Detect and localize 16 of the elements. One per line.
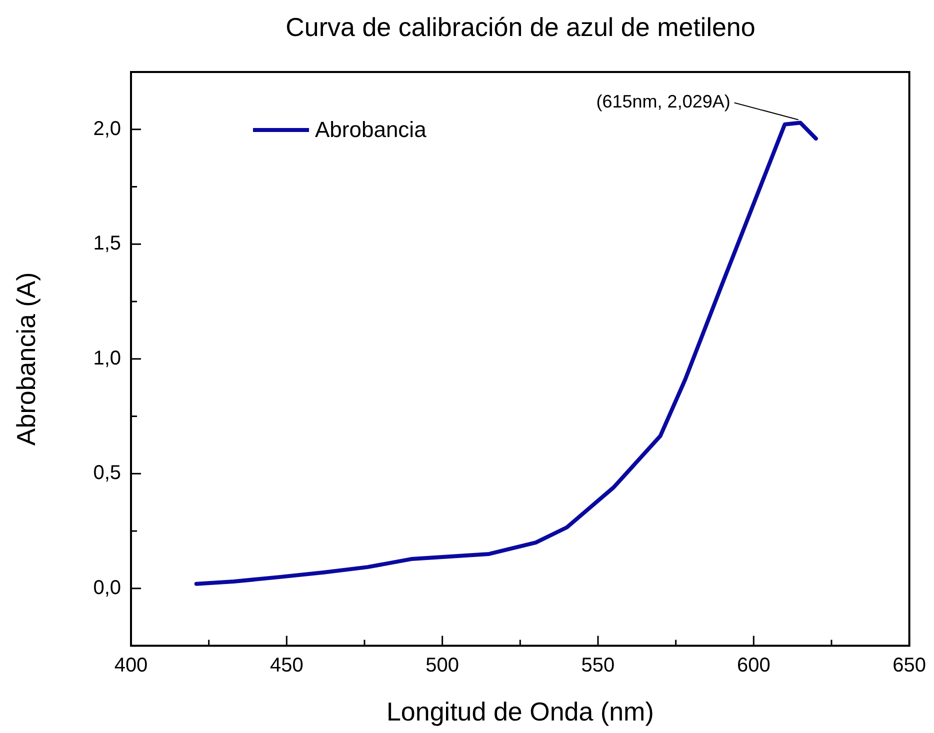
y-axis-title: Abrobancia (A) <box>10 272 41 446</box>
annotation: (615nm, 2,029A) <box>596 92 730 112</box>
y-tick-label: 2,0 <box>93 118 122 140</box>
x-tick-label: 550 <box>581 654 615 676</box>
y-tick-label: 0,0 <box>93 576 122 599</box>
chart-title: Curva de calibración de azul de metileno <box>284 12 756 43</box>
y-tick-label: 1,0 <box>93 347 122 370</box>
x-tick-label: 450 <box>270 654 304 676</box>
y-tick-label: 0,5 <box>93 462 122 484</box>
x-tick-label: 650 <box>892 654 926 676</box>
legend-label: Abrobancia <box>315 117 428 142</box>
x-tick-label: 500 <box>426 654 460 676</box>
x-tick-label: 600 <box>736 654 770 676</box>
x-axis-title: Longitud de Onda (nm) <box>386 696 654 727</box>
x-tick-label: 400 <box>114 654 148 676</box>
y-tick-label: 1,5 <box>93 232 122 255</box>
